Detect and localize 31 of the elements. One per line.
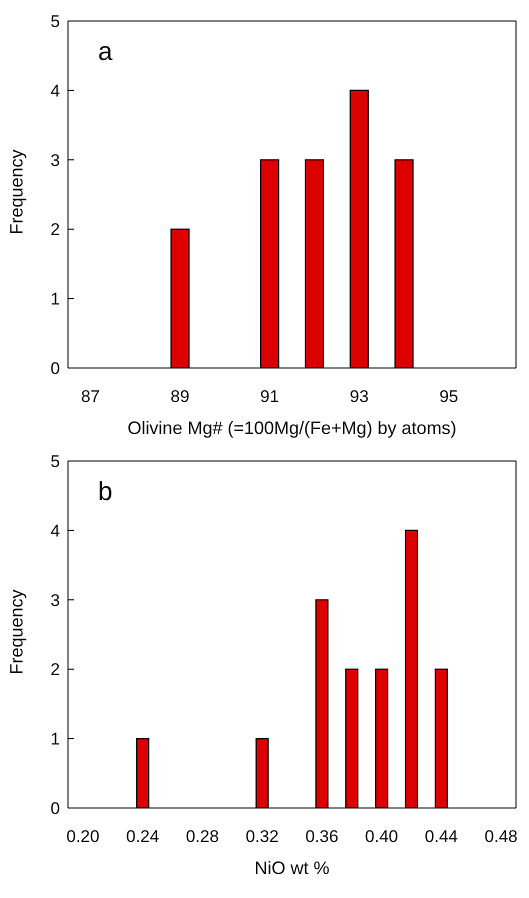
x-tick-label: 87 (80, 387, 100, 406)
text: b (98, 476, 112, 507)
y-tick-label: 0 (50, 799, 60, 818)
x-tick-label: 0.28 (186, 827, 219, 846)
y-tick-label: 3 (50, 150, 60, 170)
x-tick-label: 93 (350, 387, 369, 406)
x-tick-label: 0.32 (246, 827, 279, 846)
y-tick-label: 0 (50, 359, 60, 378)
y-tick-label: 4 (50, 81, 60, 100)
y-tick-label: 4 (50, 521, 60, 540)
x-tick-label: 0.36 (305, 827, 338, 846)
y-tick-label: 5 (50, 452, 60, 472)
y-tick-label: 2 (50, 220, 60, 240)
x-tick-label: 0.48 (484, 827, 518, 846)
x-tick-label: 89 (170, 387, 190, 406)
x-tick-label: 95 (439, 387, 458, 406)
y-tick-label: 2 (50, 660, 60, 680)
x-axis-title: NiO wt % (254, 858, 330, 878)
x-tick-label: 0.44 (424, 827, 458, 846)
x-tick-label: 0.40 (365, 827, 398, 846)
x-tick-label: 91 (260, 387, 280, 406)
y-axis-title: Frequency (6, 589, 26, 674)
text: a (98, 36, 112, 67)
y-axis-title: Frequency (6, 149, 26, 234)
x-tick-label: 0.24 (126, 827, 160, 846)
x-tick-label: 0.20 (66, 827, 100, 846)
y-tick-label: 1 (50, 290, 60, 309)
x-axis-title: Olivine Mg# (=100Mg/(Fe+Mg) by atoms) (127, 418, 457, 438)
y-tick-label: 5 (50, 12, 60, 32)
y-tick-label: 3 (50, 590, 60, 610)
y-tick-label: 1 (50, 730, 60, 749)
